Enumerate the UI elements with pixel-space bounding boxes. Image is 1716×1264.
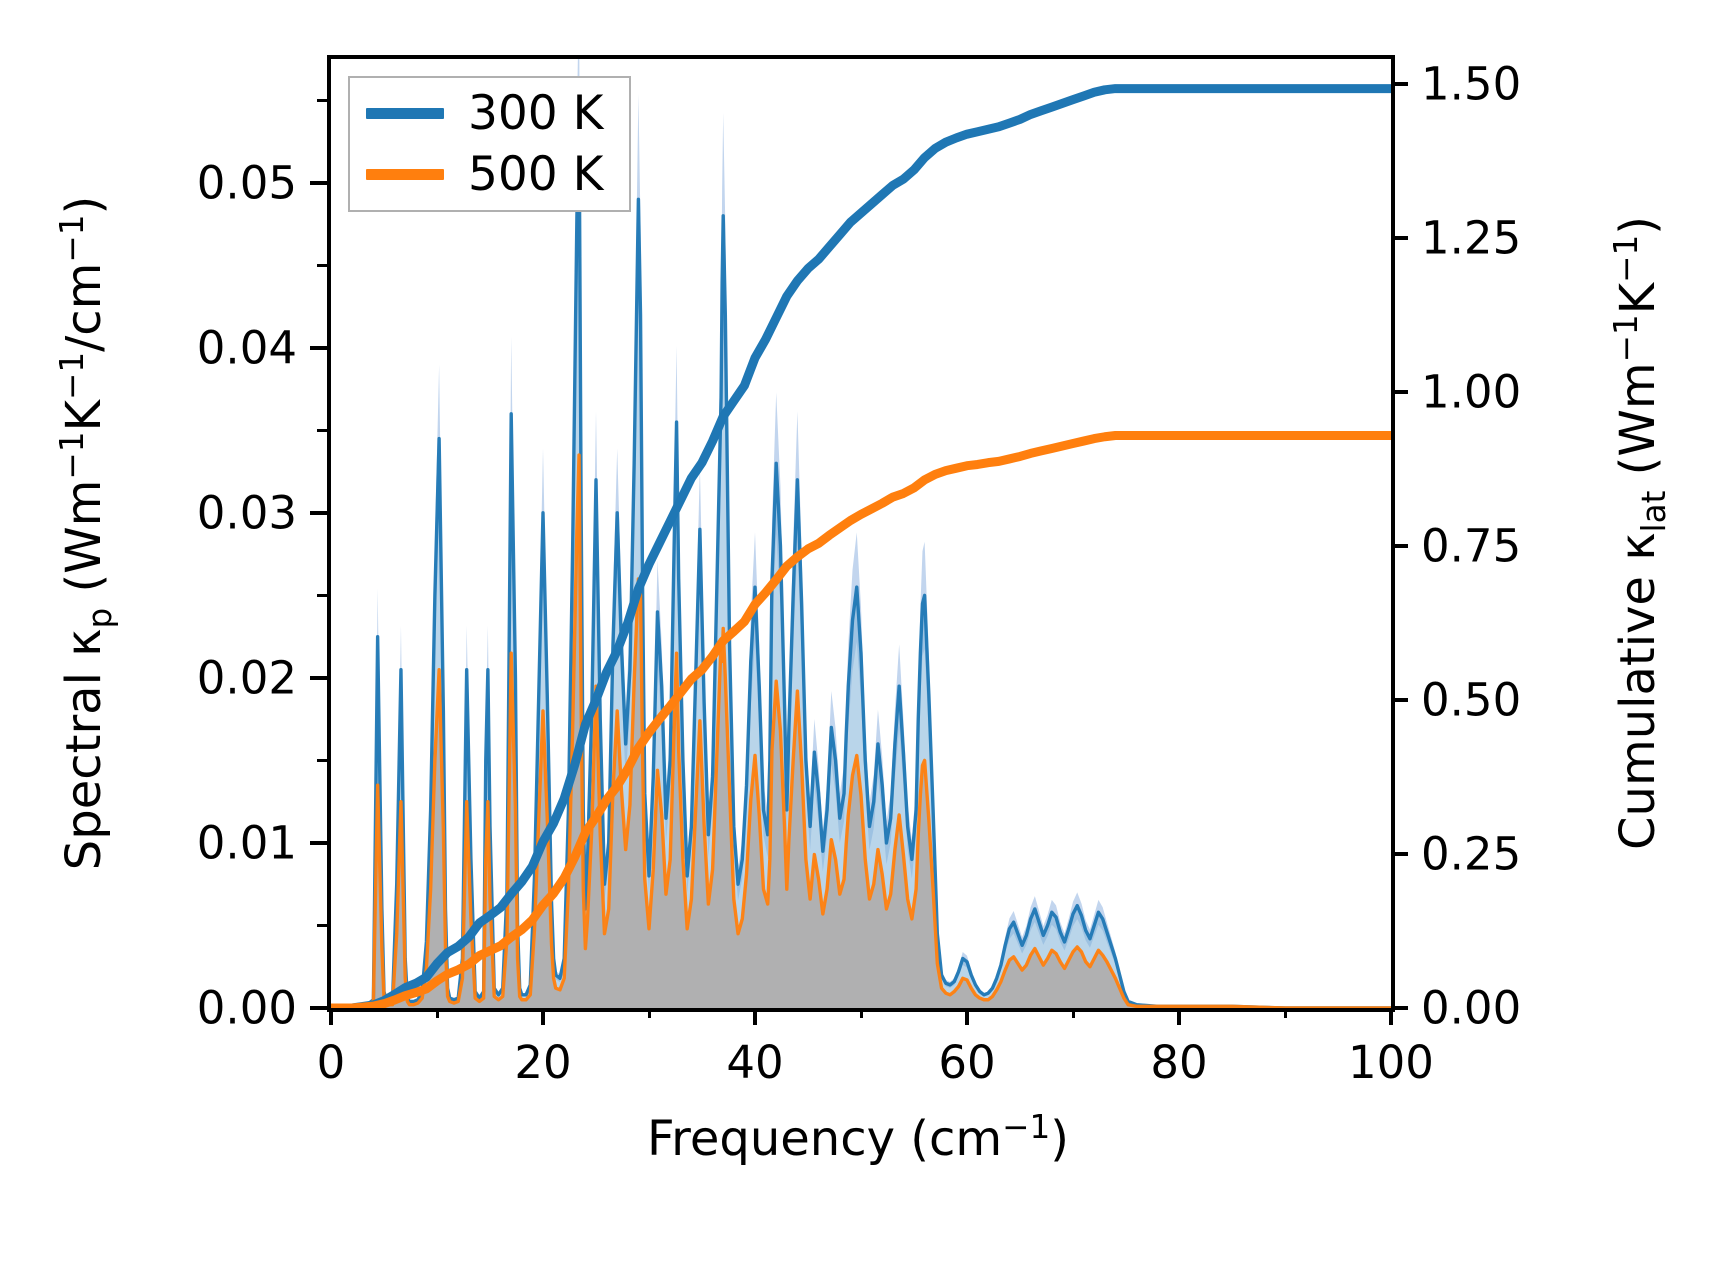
- y-left-tick-label-0.02: 0.02: [196, 651, 297, 705]
- y-left-tick-minor-0.035: [317, 428, 327, 432]
- y-right-sup-1: −1: [1607, 314, 1646, 363]
- y-left-tick-0.05: [310, 180, 327, 185]
- legend-swatch-300k: [366, 108, 444, 119]
- y-left-a: Spectral κ: [56, 628, 113, 871]
- x-tick-major-0: [329, 1008, 333, 1025]
- x-tick-label-100: 100: [1348, 1036, 1434, 1089]
- y-left-tick-0.02: [310, 675, 327, 680]
- y-left-tick-label-0.01: 0.01: [196, 816, 297, 870]
- legend-label-300k: 300 K: [468, 86, 604, 141]
- x-tick-minor-50: [859, 1008, 863, 1018]
- x-tick-label-80: 80: [1150, 1036, 1208, 1089]
- y-right-sub-lat: lat: [1634, 490, 1673, 533]
- y-right-tick-label-1.25: 1.25: [1421, 211, 1522, 265]
- y-left-tick-label-0.00: 0.00: [196, 981, 297, 1035]
- y-left-sup-3: −1: [53, 214, 92, 263]
- y-left-tick-label-0.03: 0.03: [196, 486, 297, 540]
- legend-item-500k[interactable]: 500 K: [366, 151, 603, 198]
- x-tick-label-20: 20: [514, 1036, 572, 1089]
- x-tick-major-100: [1389, 1008, 1393, 1025]
- x-tick-minor-90: [1283, 1008, 1287, 1018]
- y-left-tick-label-0.04: 0.04: [196, 321, 297, 375]
- legend-item-300k[interactable]: 300 K: [366, 90, 603, 137]
- y-left-tick-0.00: [310, 1006, 327, 1010]
- y-right-tick-label-0.75: 0.75: [1421, 519, 1522, 573]
- legend-label-500k: 500 K: [468, 147, 604, 202]
- x-tick-label-0: 0: [316, 1036, 346, 1089]
- y-left-tick-label-0.05: 0.05: [196, 156, 297, 210]
- y-left-tick-0.03: [310, 510, 327, 515]
- x-tick-label-40: 40: [726, 1036, 784, 1089]
- x-tick-major-60: [965, 1008, 969, 1025]
- x-axis-title-tail: ): [1050, 1111, 1069, 1167]
- y-left-tick-0.04: [310, 345, 327, 350]
- spectral-line-500k: [331, 453, 1391, 1008]
- x-tick-major-20: [541, 1008, 545, 1025]
- y-right-tick-1.00: [1391, 389, 1408, 394]
- y-right-c: K: [1610, 282, 1667, 315]
- cumulative-line-500k: [331, 431, 1391, 1008]
- y-right-tick-0.75: [1391, 543, 1408, 548]
- y-right-tick-1.25: [1391, 235, 1408, 240]
- y-right-a: Cumulative κ: [1610, 532, 1667, 850]
- x-tick-minor-70: [1071, 1008, 1075, 1018]
- chart-svg: [331, 59, 1391, 1008]
- x-axis-title: Frequency (cm−1): [647, 1108, 1069, 1167]
- y-right-tick-0.50: [1391, 697, 1408, 702]
- x-tick-minor-30: [647, 1008, 651, 1018]
- x-axis-title-exponent: −1: [1002, 1108, 1051, 1146]
- y-axis-title-left: Spectral κp (Wm−1K−1/cm−1): [53, 196, 119, 870]
- y-right-tick-label-0.50: 0.50: [1421, 673, 1522, 727]
- y-right-tick-label-0.00: 0.00: [1421, 981, 1522, 1035]
- y-right-b: (Wm: [1610, 362, 1667, 491]
- y-left-tick-minor-0.025: [317, 593, 327, 597]
- y-left-e: ): [56, 195, 113, 215]
- y-right-tick-label-0.25: 0.25: [1421, 827, 1522, 881]
- x-tick-label-60: 60: [938, 1036, 996, 1089]
- plot-clip: [331, 59, 1391, 1008]
- y-axis-title-right: Cumulative κlat (Wm−1K−1): [1607, 216, 1673, 850]
- y-right-tick-label-1.00: 1.00: [1421, 365, 1522, 419]
- y-right-tick-label-1.50: 1.50: [1421, 57, 1522, 111]
- y-left-tick-minor-0.055: [317, 98, 327, 102]
- x-axis-title-text: Frequency (cm: [647, 1111, 1003, 1167]
- chart-legend[interactable]: 300 K 500 K: [348, 76, 632, 212]
- y-left-tick-0.01: [310, 840, 327, 845]
- legend-swatch-500k: [366, 169, 444, 180]
- y-left-sup-2: −1: [53, 351, 92, 401]
- y-left-tick-minor-0.005: [317, 923, 327, 927]
- x-tick-major-80: [1177, 1008, 1181, 1025]
- y-right-tick-0.25: [1391, 851, 1408, 856]
- y-left-tick-minor-0.015: [317, 758, 327, 762]
- y-right-tick-1.50: [1391, 81, 1408, 86]
- y-right-d: ): [1610, 216, 1667, 235]
- y-left-sup-1: −1: [53, 431, 92, 480]
- y-left-d: /cm: [56, 262, 113, 352]
- y-right-tick-0.00: [1391, 1006, 1408, 1010]
- y-left-b: (Wm: [56, 479, 113, 608]
- y-left-c: K: [56, 400, 113, 432]
- spectral-fill-300k: [331, 108, 1391, 1008]
- cumulative-line-300k: [331, 84, 1391, 1008]
- y-left-sub-p: p: [80, 607, 119, 629]
- y-right-sup-2: −1: [1607, 234, 1646, 283]
- x-tick-minor-10: [435, 1008, 439, 1018]
- x-tick-major-40: [753, 1008, 757, 1025]
- y-left-tick-minor-0.045: [317, 263, 327, 267]
